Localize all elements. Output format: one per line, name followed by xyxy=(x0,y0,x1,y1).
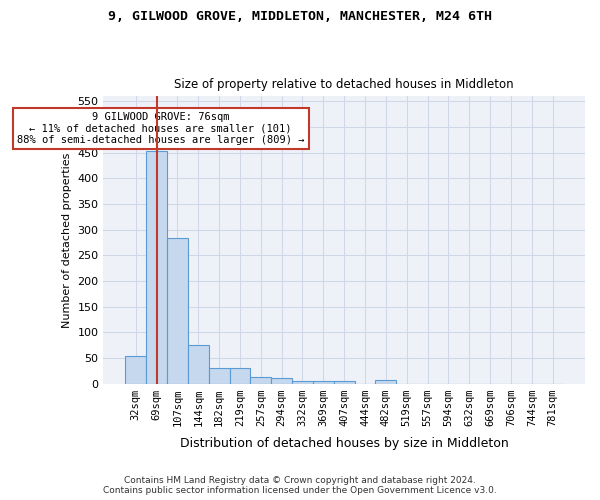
Bar xyxy=(271,378,292,384)
Bar xyxy=(209,368,230,384)
Bar xyxy=(250,377,271,384)
Bar xyxy=(313,381,334,384)
X-axis label: Distribution of detached houses by size in Middleton: Distribution of detached houses by size … xyxy=(180,437,509,450)
Bar xyxy=(334,381,355,384)
Bar xyxy=(230,368,250,384)
Title: Size of property relative to detached houses in Middleton: Size of property relative to detached ho… xyxy=(175,78,514,91)
Text: 9, GILWOOD GROVE, MIDDLETON, MANCHESTER, M24 6TH: 9, GILWOOD GROVE, MIDDLETON, MANCHESTER,… xyxy=(108,10,492,23)
Bar xyxy=(167,238,188,384)
Bar xyxy=(188,344,209,384)
Text: Contains HM Land Registry data © Crown copyright and database right 2024.
Contai: Contains HM Land Registry data © Crown c… xyxy=(103,476,497,495)
Bar xyxy=(125,356,146,384)
Text: 9 GILWOOD GROVE: 76sqm
← 11% of detached houses are smaller (101)
88% of semi-de: 9 GILWOOD GROVE: 76sqm ← 11% of detached… xyxy=(17,112,304,145)
Y-axis label: Number of detached properties: Number of detached properties xyxy=(62,152,72,328)
Bar xyxy=(292,381,313,384)
Bar xyxy=(146,151,167,384)
Bar xyxy=(376,380,397,384)
